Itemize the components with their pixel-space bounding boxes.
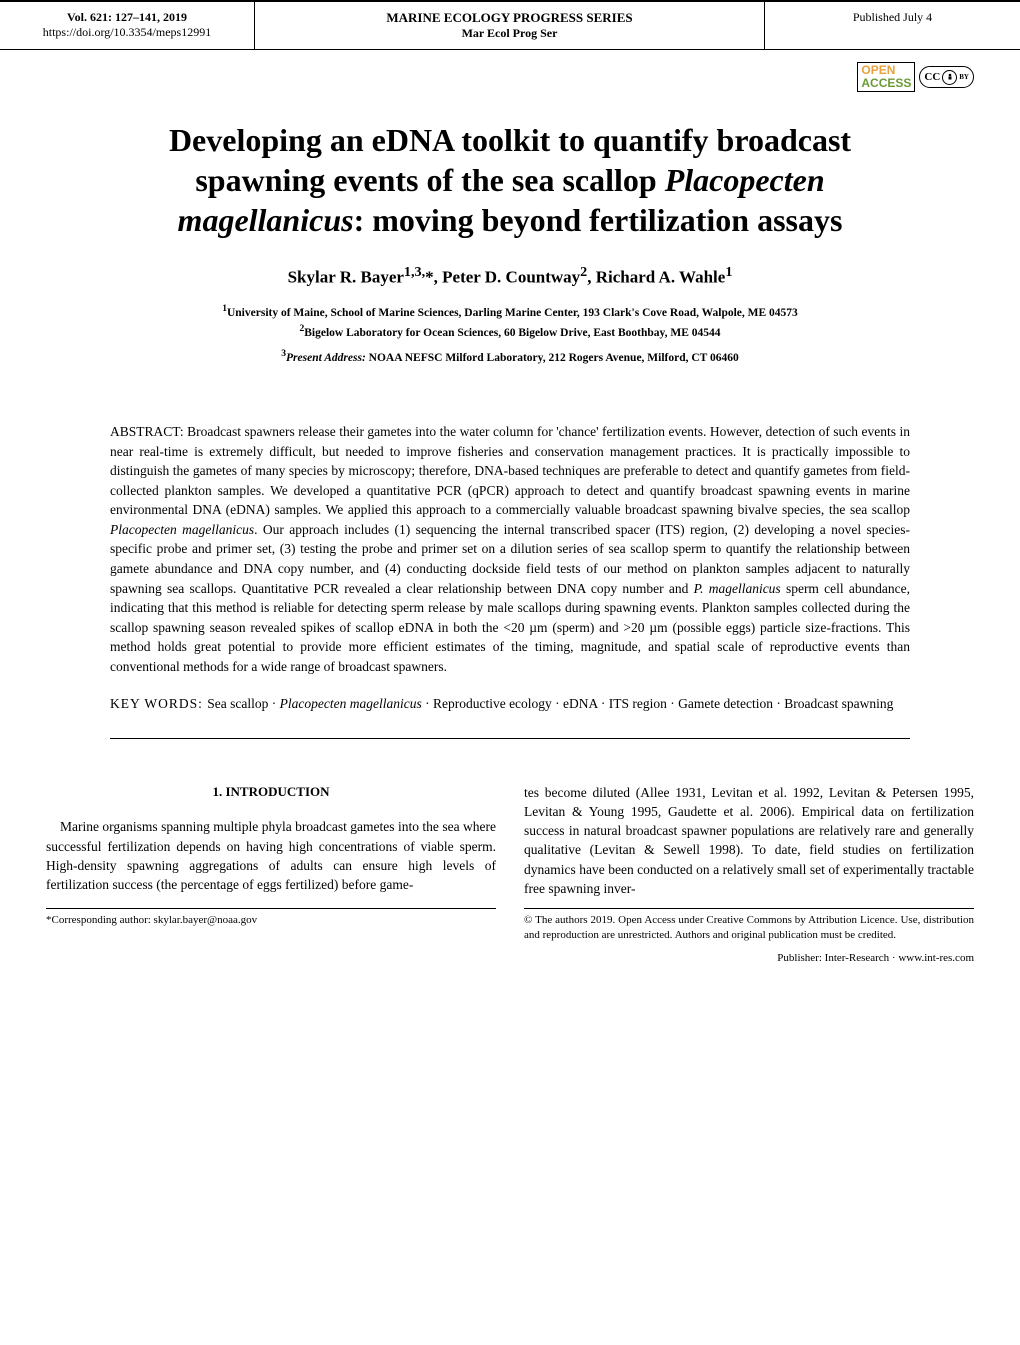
title-line3a-ital: magellanicus (178, 202, 354, 238)
open-access-badge: OPEN ACCESS (857, 62, 915, 92)
intro-paragraph-1: Marine organisms spanning multiple phyla… (46, 817, 496, 894)
cc-by-badge: CC BY (919, 66, 974, 88)
introduction-heading: 1. INTRODUCTION (46, 783, 496, 801)
column-right: tes become diluted (Allee 1931, Levitan … (524, 783, 974, 898)
pub-date: Published July 4 (777, 10, 1008, 25)
header-volume-cell: Vol. 621: 127–141, 2019 https://doi.org/… (0, 2, 255, 49)
abstract-ital-b: P. magellanicus (694, 581, 781, 596)
abstract-text-a: Broadcast spawners release their gametes… (110, 424, 910, 517)
author3-sup: 1 (725, 264, 732, 280)
doi-line: https://doi.org/10.3354/meps12991 (12, 25, 242, 40)
article-title: Developing an eDNA toolkit to quantify b… (46, 120, 974, 240)
footer-row: *Corresponding author: skylar.bayer@noaa… (0, 908, 1020, 980)
present-label: Present Address: (286, 352, 366, 364)
author3-name: , Richard A. Wahle (587, 268, 725, 287)
abstract-block: ABSTRACT: Broadcast spawners release the… (110, 422, 910, 739)
publisher-line: Publisher: Inter-Research · www.int-res.… (524, 951, 974, 966)
author1-sup: 1,3, (404, 264, 425, 280)
title-line1: Developing an eDNA toolkit to quantify b… (169, 122, 851, 158)
title-line3b: : moving beyond fertilization assays (354, 202, 843, 238)
author2-name: , Peter D. Countway (434, 268, 581, 287)
present-address: 3Present Address: NOAA NEFSC Milford Lab… (46, 348, 974, 364)
abstract-paragraph: ABSTRACT: Broadcast spawners release the… (110, 422, 910, 676)
aff2-text: Bigelow Laboratory for Ocean Sciences, 6… (304, 327, 720, 339)
keywords-text-b: · Reproductive ecology · eDNA · ITS regi… (422, 696, 894, 711)
column-left: 1. INTRODUCTION Marine organisms spannin… (46, 783, 496, 898)
access-badge-row: OPEN ACCESS CC BY (0, 50, 1020, 92)
footer-left: *Corresponding author: skylar.bayer@noaa… (46, 908, 496, 966)
keywords-ital: Placopecten magellanicus (280, 696, 422, 711)
header-date-cell: Published July 4 (765, 2, 1020, 49)
by-icon (942, 70, 957, 85)
present-text: NOAA NEFSC Milford Laboratory, 212 Roger… (366, 352, 739, 364)
title-block: Developing an eDNA toolkit to quantify b… (0, 92, 1020, 382)
aff1-text: University of Maine, School of Marine Sc… (227, 307, 798, 319)
keywords-paragraph: KEY WORDS: Sea scallop · Placopecten mag… (110, 694, 910, 714)
title-line2a: spawning events of the sea scallop (195, 162, 664, 198)
title-line2b-ital: Placopecten (665, 162, 825, 198)
header-series-cell: MARINE ECOLOGY PROGRESS SERIES Mar Ecol … (255, 2, 765, 49)
abstract-ital-a: Placopecten magellanicus (110, 522, 254, 537)
affiliations: 1University of Maine, School of Marine S… (46, 302, 974, 342)
intro-paragraph-2: tes become diluted (Allee 1931, Levitan … (524, 783, 974, 898)
volume-line: Vol. 621: 127–141, 2019 (12, 10, 242, 25)
author-list: Skylar R. Bayer1,3,*, Peter D. Countway2… (46, 264, 974, 288)
license-text: © The authors 2019. Open Access under Cr… (524, 914, 974, 941)
abstract-label: ABSTRACT: (110, 424, 187, 439)
corresponding-author: *Corresponding author: skylar.bayer@noaa… (46, 914, 257, 926)
keywords-text-a: Sea scallop · (207, 696, 279, 711)
footer-right: © The authors 2019. Open Access under Cr… (524, 908, 974, 966)
journal-header: Vol. 621: 127–141, 2019 https://doi.org/… (0, 0, 1020, 50)
author1-name: Skylar R. Bayer (288, 268, 404, 287)
series-short: Mar Ecol Prog Ser (267, 26, 752, 41)
cc-text: CC (924, 71, 940, 83)
keywords-label: KEY WORDS: (110, 696, 207, 711)
access-label: ACCESS (861, 77, 911, 90)
author1-star: * (425, 268, 434, 287)
body-columns: 1. INTRODUCTION Marine organisms spannin… (0, 749, 1020, 908)
series-full: MARINE ECOLOGY PROGRESS SERIES (267, 10, 752, 26)
by-text: BY (959, 73, 969, 81)
